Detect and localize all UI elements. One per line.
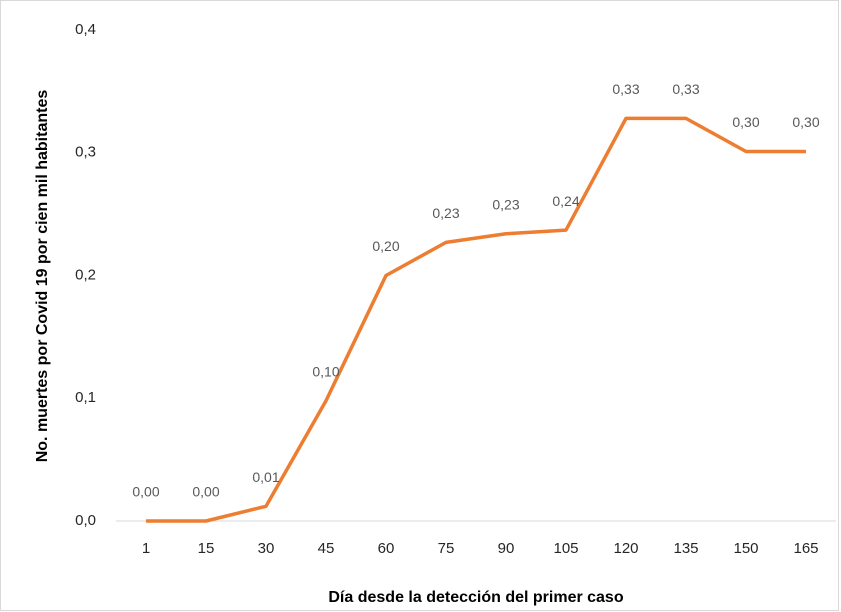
data-label: 0,23 — [492, 196, 519, 212]
x-tick-label: 60 — [378, 540, 395, 557]
x-tick-label: 135 — [673, 540, 698, 557]
x-tick-label: 1 — [142, 540, 150, 557]
y-tick-label: 0,2 — [75, 266, 96, 283]
y-tick-label: 0,0 — [75, 512, 96, 529]
data-label: 0,30 — [792, 114, 819, 130]
x-tick-label: 105 — [553, 540, 578, 557]
data-label: 0,24 — [552, 193, 579, 209]
data-label: 0,01 — [252, 469, 279, 485]
y-axis-title: No. muertes por Covid 19 por cien mil ha… — [34, 90, 51, 463]
x-tick-label: 90 — [498, 540, 515, 557]
data-label: 0,30 — [732, 114, 759, 130]
data-label: 0,20 — [372, 238, 399, 254]
y-tick-label: 0,3 — [75, 144, 96, 161]
x-tick-label: 45 — [318, 540, 335, 557]
x-axis-title: Día desde la detección del primer caso — [328, 589, 623, 606]
data-label: 0,00 — [132, 484, 159, 500]
x-tick-label: 30 — [258, 540, 275, 557]
data-label: 0,10 — [312, 363, 339, 379]
x-tick-label: 120 — [613, 540, 638, 557]
data-label: 0,33 — [672, 81, 699, 97]
x-tick-label: 15 — [198, 540, 215, 557]
data-label: 0,23 — [432, 205, 459, 221]
x-tick-label: 150 — [733, 540, 758, 557]
line-series — [146, 116, 806, 523]
x-tick-label: 165 — [793, 540, 818, 557]
y-tick-label: 0,1 — [75, 389, 96, 406]
y-tick-label: 0,4 — [75, 21, 96, 38]
data-label: 0,33 — [612, 81, 639, 97]
data-label: 0,00 — [192, 484, 219, 500]
x-tick-label: 75 — [438, 540, 455, 557]
